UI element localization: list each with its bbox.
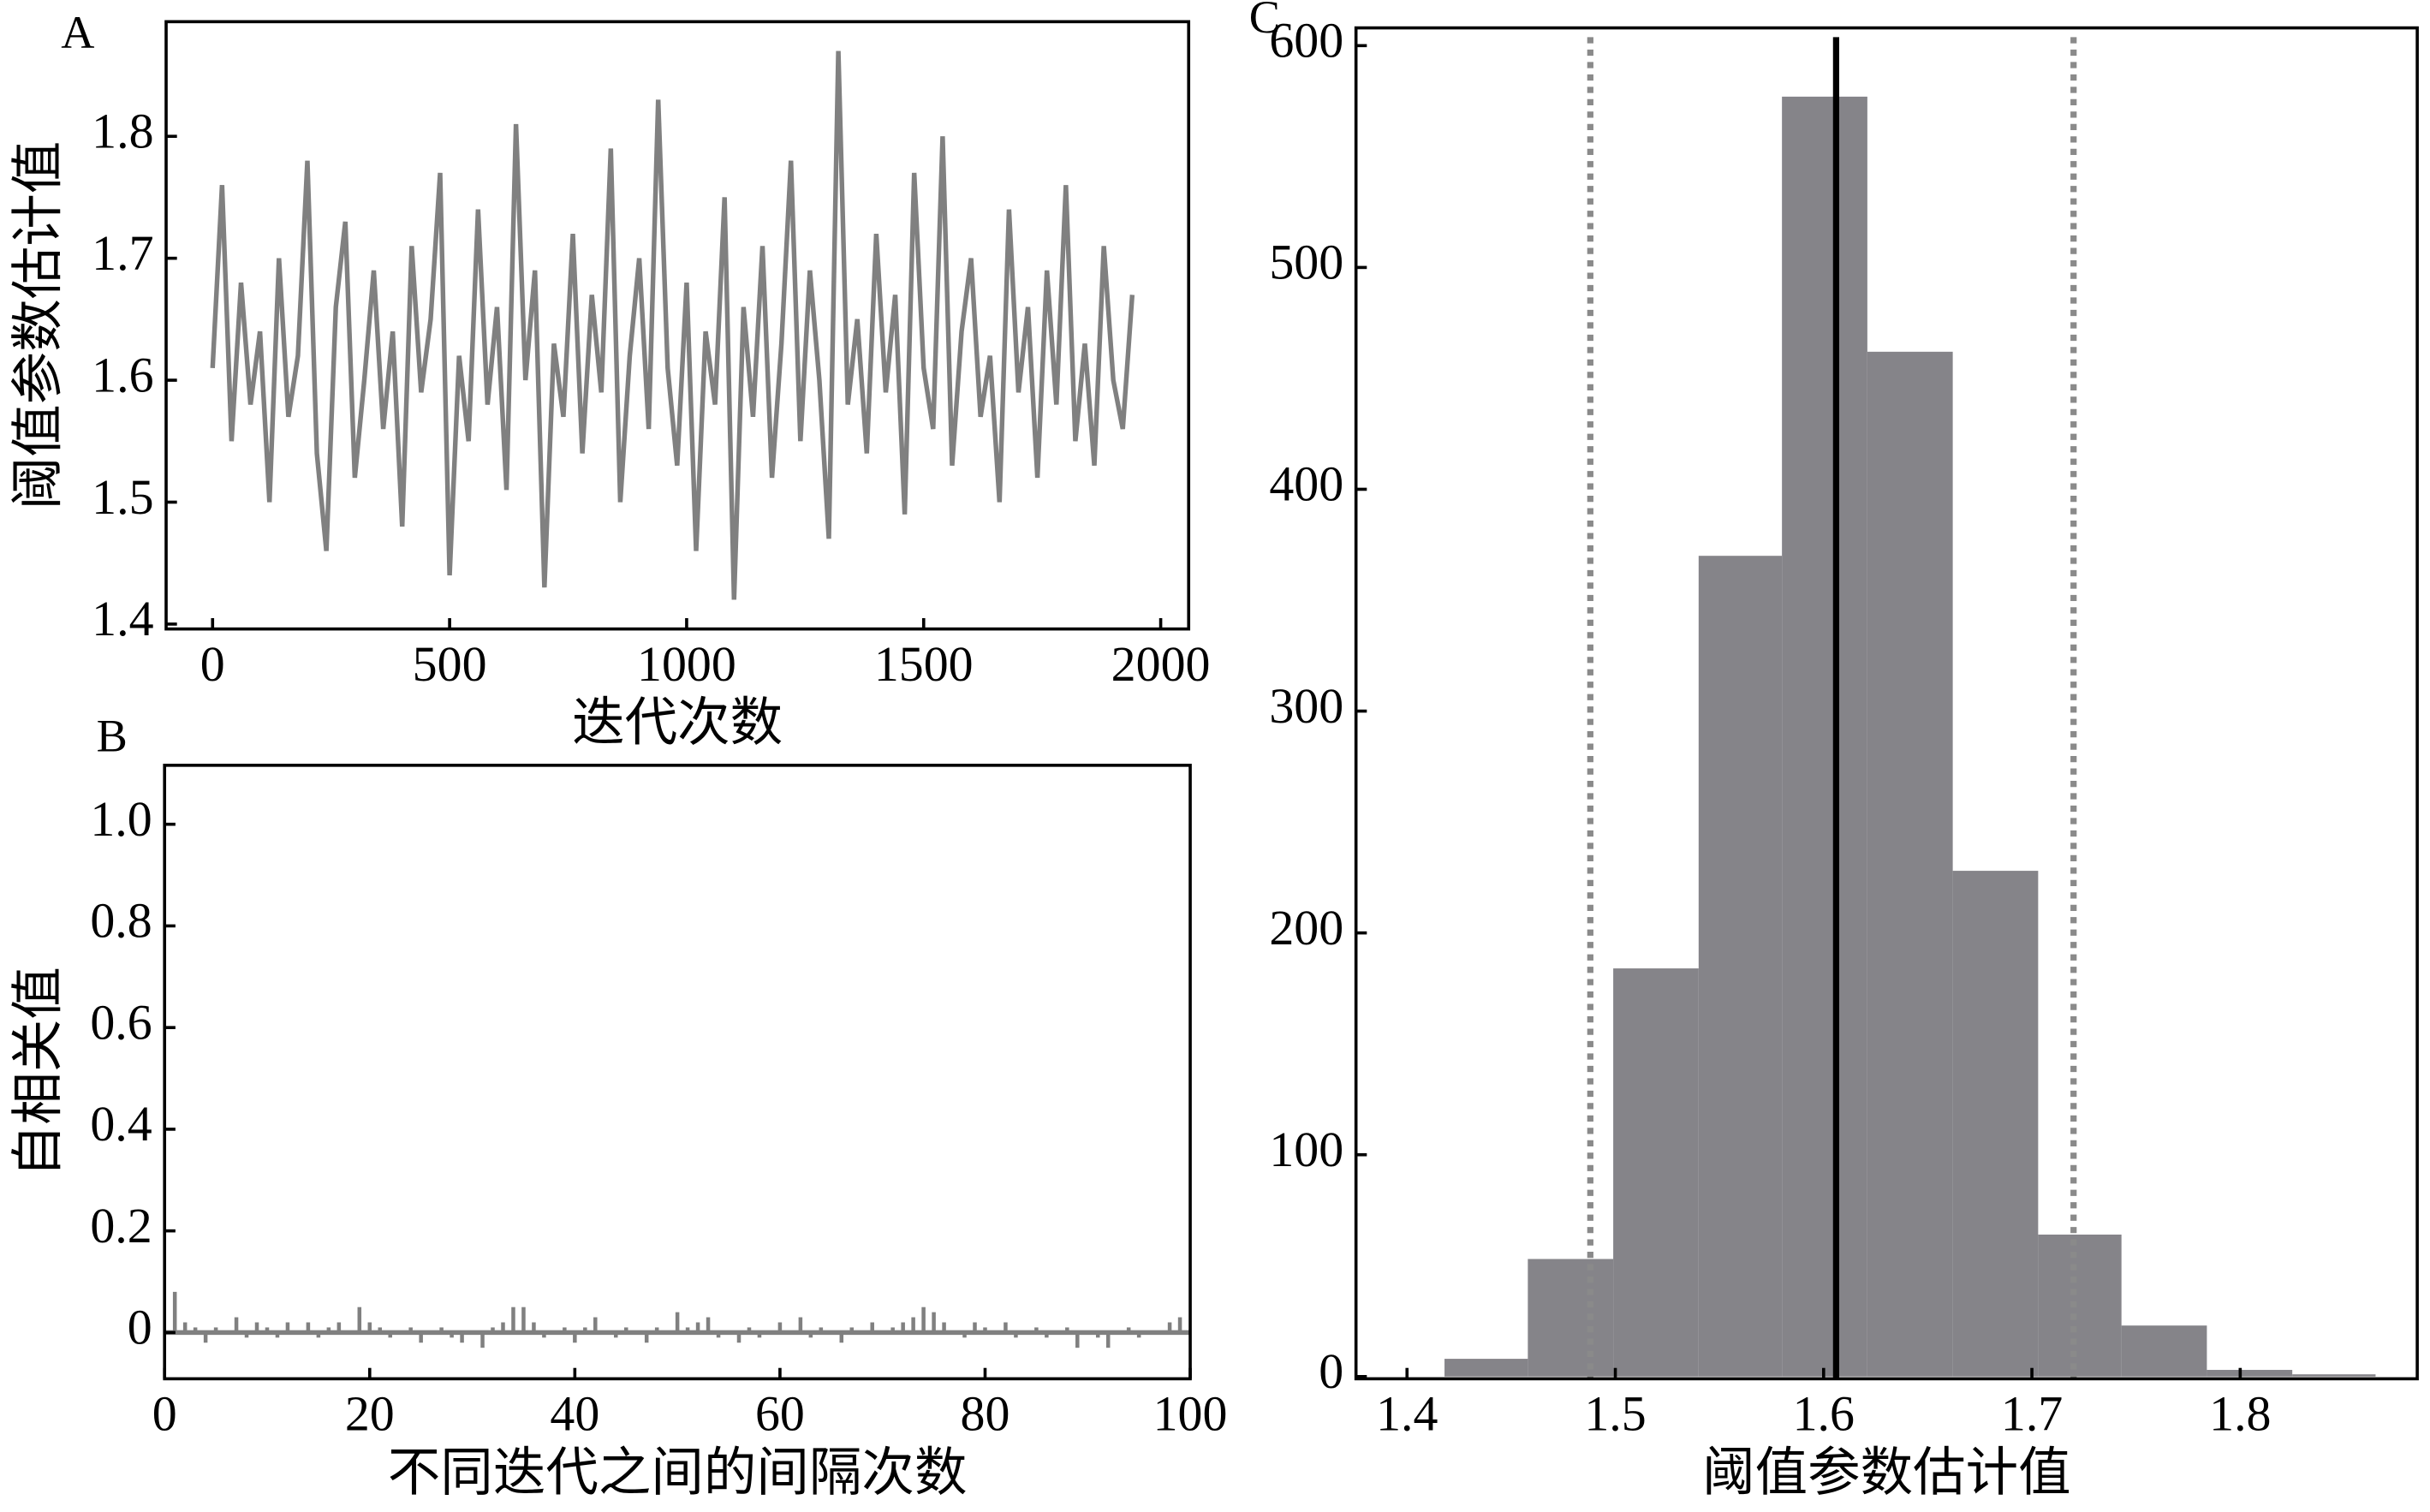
x-axis-label: 不同迭代之间的间隔次数 xyxy=(388,1444,968,1502)
y-tick-label: 0 xyxy=(128,1300,152,1355)
bar xyxy=(1698,556,1783,1377)
y-tick-label: 100 xyxy=(1269,1122,1343,1177)
y-tick-label: 1.5 xyxy=(92,469,153,525)
x-tick-label: 1500 xyxy=(874,636,974,692)
x-tick-label: 1.6 xyxy=(1793,1386,1855,1442)
x-tick-label: 60 xyxy=(755,1386,805,1442)
y-tick-label: 0.6 xyxy=(90,994,152,1050)
x-axis-label: 迭代次数 xyxy=(572,694,783,753)
plot-frame xyxy=(1354,26,2419,1381)
bar xyxy=(1782,96,1867,1377)
bar xyxy=(1613,968,1699,1377)
x-tick-label: 0 xyxy=(152,1386,177,1442)
bar xyxy=(2292,1374,2376,1377)
bar xyxy=(2207,1370,2293,1377)
bar xyxy=(1444,1359,1528,1377)
y-tick-label: 1.4 xyxy=(92,591,153,646)
x-tick-label: 1.4 xyxy=(1376,1386,1438,1442)
x-tick-label: 100 xyxy=(1153,1386,1228,1442)
y-tick-label: 1.7 xyxy=(92,225,153,281)
x-tick-label: 2000 xyxy=(1111,636,1211,692)
y-tick-label: 200 xyxy=(1269,900,1343,955)
y-tick-label: 0.8 xyxy=(90,893,152,949)
x-tick-label: 1000 xyxy=(637,636,736,692)
y-tick-label: 0.2 xyxy=(90,1198,152,1253)
panel-label: A xyxy=(61,7,94,58)
x-tick-label: 20 xyxy=(345,1386,395,1442)
x-tick-label: 80 xyxy=(961,1386,1010,1442)
y-tick-label: 1.0 xyxy=(90,791,152,847)
bar xyxy=(1867,351,1953,1377)
bar xyxy=(1528,1259,1614,1377)
y-tick-label: 0.4 xyxy=(90,1096,152,1152)
x-axis-label: 阈值参数估计值 xyxy=(1702,1444,2071,1502)
y-tick-label: 1.8 xyxy=(92,103,153,158)
x-tick-label: 500 xyxy=(413,636,487,692)
y-tick-label: 1.6 xyxy=(92,347,153,402)
bar xyxy=(2038,1234,2122,1377)
bar xyxy=(2121,1325,2207,1377)
x-tick-label: 1.7 xyxy=(2001,1386,2063,1442)
bar xyxy=(1952,871,2039,1377)
y-axis-label: 阈值参数估计值 xyxy=(9,141,68,510)
plot-frame xyxy=(164,20,1191,631)
panel-label: B xyxy=(97,710,128,761)
trace-line xyxy=(210,51,1135,600)
y-axis-label: 自相关值 xyxy=(9,967,68,1177)
x-tick-label: 40 xyxy=(550,1386,599,1442)
plot-frame xyxy=(163,764,1192,1381)
y-tick-label: 400 xyxy=(1269,456,1343,512)
y-tick-label: 0 xyxy=(1319,1343,1343,1399)
panel-label: C xyxy=(1249,0,1280,43)
x-tick-label: 0 xyxy=(200,636,225,692)
x-tick-label: 1.8 xyxy=(2209,1386,2271,1442)
x-tick-label: 1.5 xyxy=(1584,1386,1646,1442)
y-tick-label: 500 xyxy=(1269,235,1343,290)
y-tick-label: 300 xyxy=(1269,678,1343,734)
y-tick-label: 600 xyxy=(1269,13,1343,68)
